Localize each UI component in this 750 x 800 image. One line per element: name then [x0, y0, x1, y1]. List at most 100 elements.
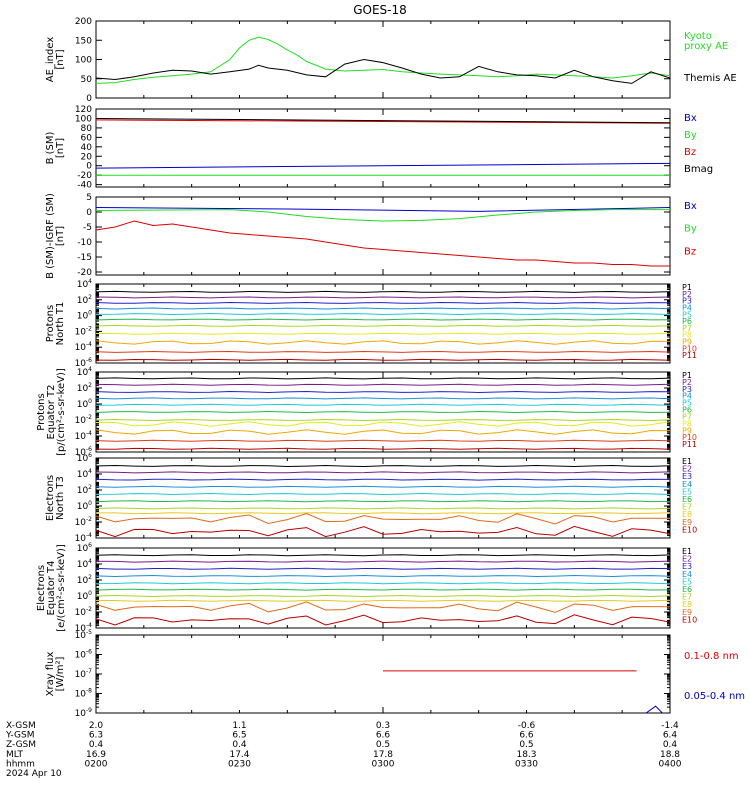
y-tick-label: -20	[77, 268, 92, 278]
series-line-E10	[96, 525, 670, 538]
y-axis-label-line: [nT]	[55, 49, 66, 69]
ephemeris-value: 1.1	[232, 721, 246, 731]
legend-entry: Themis AE	[683, 73, 737, 84]
series-line-E2	[96, 471, 670, 474]
y-tick-exponent: -8	[86, 688, 92, 695]
y-tick-label: -20	[77, 171, 92, 181]
series-line-P1	[96, 290, 670, 293]
legend-entry: Bx	[684, 113, 697, 124]
legend-entry: Kyoto proxy AE	[684, 31, 728, 52]
y-axis-label-line: [nT]	[55, 138, 66, 158]
legend-E4: E4	[682, 570, 692, 579]
legend-P7: P7	[682, 412, 692, 421]
series-line-E6	[96, 500, 670, 503]
series-line-E3	[96, 478, 670, 481]
ephemeris-value: 6.6	[519, 731, 534, 741]
ephemeris-value: 18.3	[516, 750, 536, 760]
y-tick-exponent: 0	[88, 500, 92, 507]
y-axis-label-line: [p/(cm²-s-sr-keV)]	[56, 368, 67, 456]
legend-entry: Bmag	[684, 164, 713, 175]
series-line-P8	[96, 421, 670, 427]
y-tick-exponent: -2	[86, 606, 92, 613]
ephemeris-value: -1.4	[661, 721, 679, 731]
y-tick-exponent: -9	[86, 707, 92, 714]
y-axis-label-line: Equator T4	[46, 561, 57, 616]
ephemeris-value: 0.4	[232, 740, 247, 750]
series-line-P5	[96, 312, 670, 316]
legend-E6: E6	[682, 495, 692, 504]
y-tick-exponent: -4	[86, 430, 92, 437]
ephemeris-value: 2.0	[89, 721, 104, 731]
y-tick-exponent: 4	[88, 278, 92, 285]
y-tick-exponent: 6	[88, 542, 92, 549]
series-line-E8	[96, 512, 670, 515]
legend-P1: P1	[682, 371, 692, 380]
y-tick-exponent: -6	[86, 446, 92, 453]
legend-P6: P6	[682, 317, 692, 326]
ephemeris-value: 6.4	[663, 731, 678, 741]
legend-entry-line: 0.05-0.4 nm	[684, 691, 745, 702]
y-axis-label: B (SM)-IGRF (SM)[nT]	[45, 193, 66, 279]
series-line-P1	[96, 377, 670, 380]
legend-P4: P4	[682, 303, 692, 312]
legend-P1: P1	[682, 283, 692, 292]
plot-title: GOES-18	[353, 3, 407, 17]
legend-E9: E9	[682, 518, 692, 527]
series-line-P11	[96, 447, 670, 450]
legend-P7: P7	[682, 324, 692, 333]
legend-E7: E7	[682, 593, 692, 602]
series-line-E5	[96, 582, 670, 585]
y-tick-exponent: 0	[88, 590, 92, 597]
y-tick-label: 50	[81, 75, 93, 85]
y-axis-label-line: North T1	[55, 302, 66, 346]
panel-ae: 0 50 100 150 200 AE_index[nT] Kyoto proxy AE The…	[45, 17, 737, 104]
series-line-E7	[96, 594, 670, 598]
y-tick-exponent: -7	[86, 668, 92, 675]
legend-E10: E10	[682, 615, 697, 624]
legend-E2: E2	[682, 555, 692, 564]
y-tick-label: 5	[86, 193, 92, 203]
y-tick-exponent: 4	[88, 366, 92, 373]
y-axis-label-line: AE_index	[45, 37, 56, 83]
y-tick-exponent: 6	[88, 452, 92, 459]
y-tick-exponent: -6	[86, 357, 92, 364]
y-axis-label: ElectronsNorth T3	[45, 475, 66, 521]
legend-P4: P4	[682, 392, 692, 401]
y-tick-exponent: 4	[88, 558, 92, 565]
ephemeris-value: 0400	[659, 759, 682, 769]
series-line-P8	[96, 332, 670, 335]
series-line	[96, 162, 670, 169]
legend-entry-line: By	[684, 224, 697, 235]
legend-entry: Bz	[684, 147, 696, 158]
y-axis-label: ProtonsNorth T1	[45, 302, 66, 346]
series-line-P4	[96, 307, 670, 310]
legend-E5: E5	[682, 487, 692, 496]
series-line-E4	[96, 574, 670, 578]
ephemeris-value: 0300	[372, 759, 395, 769]
y-tick-label: 0	[86, 94, 92, 104]
y-axis-label: AE_index[nT]	[45, 37, 66, 83]
series-line-E3	[96, 567, 670, 570]
legend-E10: E10	[682, 525, 697, 534]
legend-P9: P9	[682, 426, 692, 435]
legend-E3: E3	[682, 562, 692, 571]
series-line-E8	[96, 599, 670, 602]
y-tick-exponent: 2	[88, 574, 92, 581]
series-line-P10	[96, 439, 670, 442]
series-line-E9	[96, 601, 670, 613]
series-line-E1	[96, 464, 670, 468]
ephemeris-value: 6.6	[376, 731, 391, 741]
y-axis-label-line: [e/(cm²-s-sr-keV)]	[56, 544, 67, 632]
legend-entry: By	[684, 224, 697, 235]
y-tick-exponent: -4	[86, 532, 92, 539]
series-line	[96, 58, 670, 84]
series-line-E4	[96, 485, 670, 488]
legend-entry-line: By	[684, 130, 697, 141]
legend-P6: P6	[682, 406, 692, 415]
legend-E5: E5	[682, 577, 692, 586]
ephemeris-value: 6.3	[89, 731, 103, 741]
